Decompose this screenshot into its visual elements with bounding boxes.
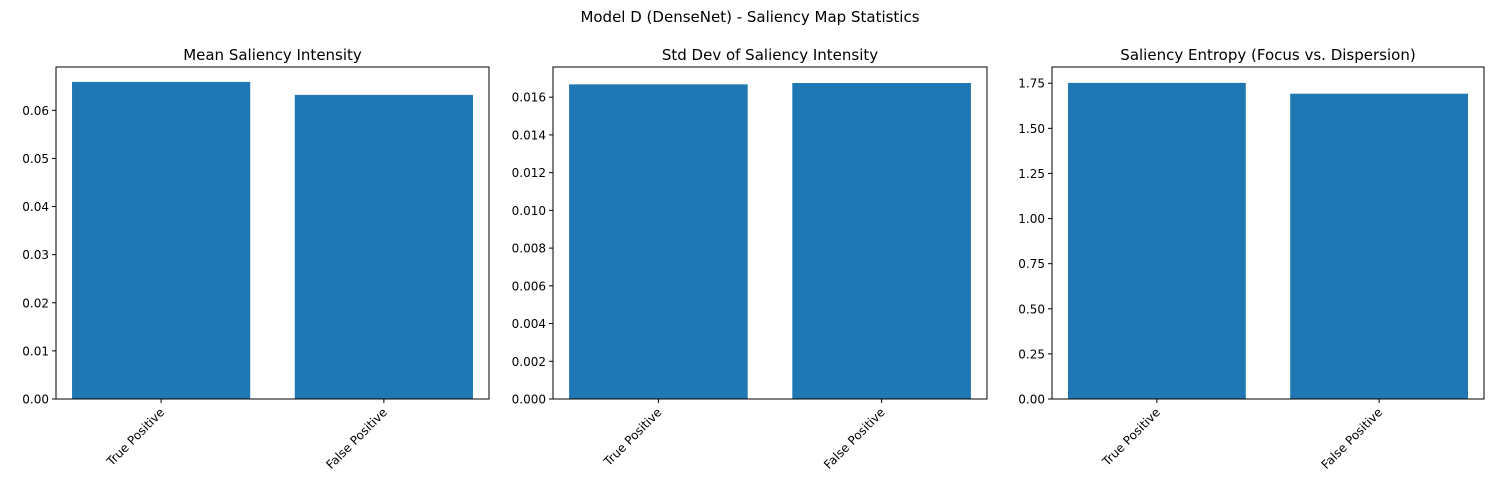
panel-1-xtick-label-1: False Positive <box>323 405 390 472</box>
panel-2-ytick-label-0: 0.000 <box>512 393 546 407</box>
panel-3-bar-1 <box>1068 82 1246 399</box>
panel-3-ytick-label-6: 1.50 <box>1018 122 1045 136</box>
panel-1-title: Mean Saliency Intensity <box>183 46 362 64</box>
panel-3-ytick-label-3: 0.75 <box>1018 257 1045 271</box>
panel-2-ytick-label-1: 0.002 <box>512 355 546 369</box>
panel-3-title: Saliency Entropy (Focus vs. Dispersion) <box>1120 46 1415 64</box>
panel-2-title: Std Dev of Saliency Intensity <box>662 46 878 64</box>
panel-2-bar-2 <box>792 83 971 399</box>
panel-3-ytick-label-5: 1.25 <box>1018 167 1045 181</box>
panel-1-ytick-label-6: 0.06 <box>22 104 49 118</box>
panel-1-ytick-label-4: 0.04 <box>22 200 49 214</box>
panel-1-xtick-label-0: True Positive <box>103 405 167 469</box>
panel-1-ytick-label-1: 0.01 <box>22 344 49 358</box>
panel-1-ytick-label-3: 0.03 <box>22 248 49 262</box>
panel-3-xtick-label-1: False Positive <box>1319 405 1386 472</box>
panel-3-axes-frame <box>1051 66 1485 400</box>
panel-2-ytick-label-4: 0.008 <box>512 242 546 256</box>
panel-1-ytick-label-0: 0.00 <box>22 393 49 407</box>
figure-title: Model D (DenseNet) - Saliency Map Statis… <box>580 8 920 26</box>
panel-1-bar-1 <box>72 81 251 399</box>
panel-2-xtick-label-0: True Positive <box>600 405 664 469</box>
panel-2-bar-1 <box>569 84 748 399</box>
panel-1-bar-2 <box>294 94 473 399</box>
panel-2-ytick-label-7: 0.014 <box>512 128 546 142</box>
panel-3-ytick-label-2: 0.50 <box>1018 302 1045 316</box>
panel-1-ytick-label-5: 0.05 <box>22 152 49 166</box>
panel-2-xtick-label-1: False Positive <box>821 405 888 472</box>
panel-1-axes-frame <box>55 66 490 400</box>
panel-3-bar-2 <box>1290 93 1468 399</box>
panel-1-ytick-label-2: 0.02 <box>22 296 49 310</box>
panel-2-ytick-label-3: 0.006 <box>512 279 546 293</box>
panel-2-ytick-label-2: 0.004 <box>512 317 546 331</box>
panel-3-ytick-label-4: 1.00 <box>1018 212 1045 226</box>
panel-2-ytick-label-5: 0.010 <box>512 204 546 218</box>
panel-3-ytick-label-7: 1.75 <box>1018 77 1045 91</box>
panel-3-xtick-label-0: True Positive <box>1099 405 1163 469</box>
panel-2-axes-frame <box>552 66 988 400</box>
panel-3-ytick-label-1: 0.25 <box>1018 347 1045 361</box>
panel-2-ytick-label-6: 0.012 <box>512 166 546 180</box>
panel-2-ytick-label-8: 0.016 <box>512 91 546 105</box>
panel-3-ytick-label-0: 0.00 <box>1018 393 1045 407</box>
